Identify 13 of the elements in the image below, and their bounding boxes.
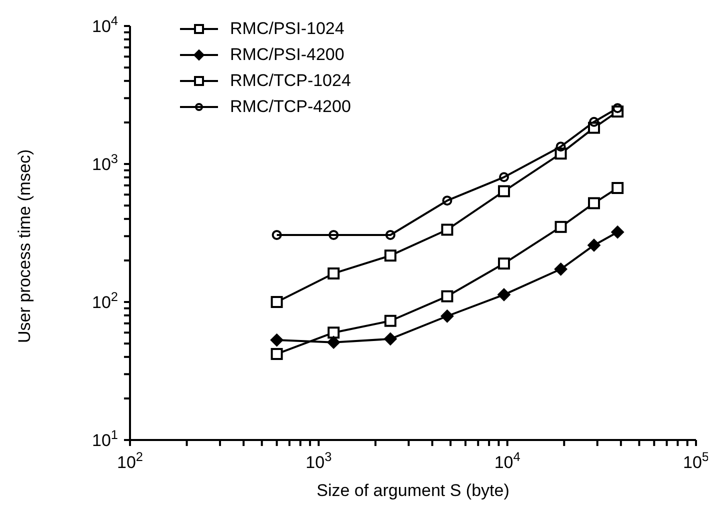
y-axis-title: User process time (msec) [15, 149, 34, 343]
y-tick-label: 10$^{1}$ [92, 426, 118, 450]
x-axis-title: Size of argument S (byte) [316, 481, 510, 500]
legend-label: RMC/TCP-4200 [230, 96, 351, 118]
y-tick-label: 10$^{3}$ [92, 150, 118, 174]
x-tick-label: 10$^{3}$ [306, 448, 332, 472]
y-tick-label: 10$^{4}$ [92, 12, 118, 36]
legend-label: RMC/PSI-4200 [230, 44, 344, 66]
legend-label: RMC/TCP-1024 [230, 70, 351, 92]
x-tick-label: 10$^{4}$ [494, 448, 520, 472]
y-tick-label: 10$^{2}$ [92, 288, 118, 312]
legend-label: RMC/PSI-1024 [230, 18, 344, 40]
x-tick-label: 10$^{2}$ [116, 448, 144, 472]
